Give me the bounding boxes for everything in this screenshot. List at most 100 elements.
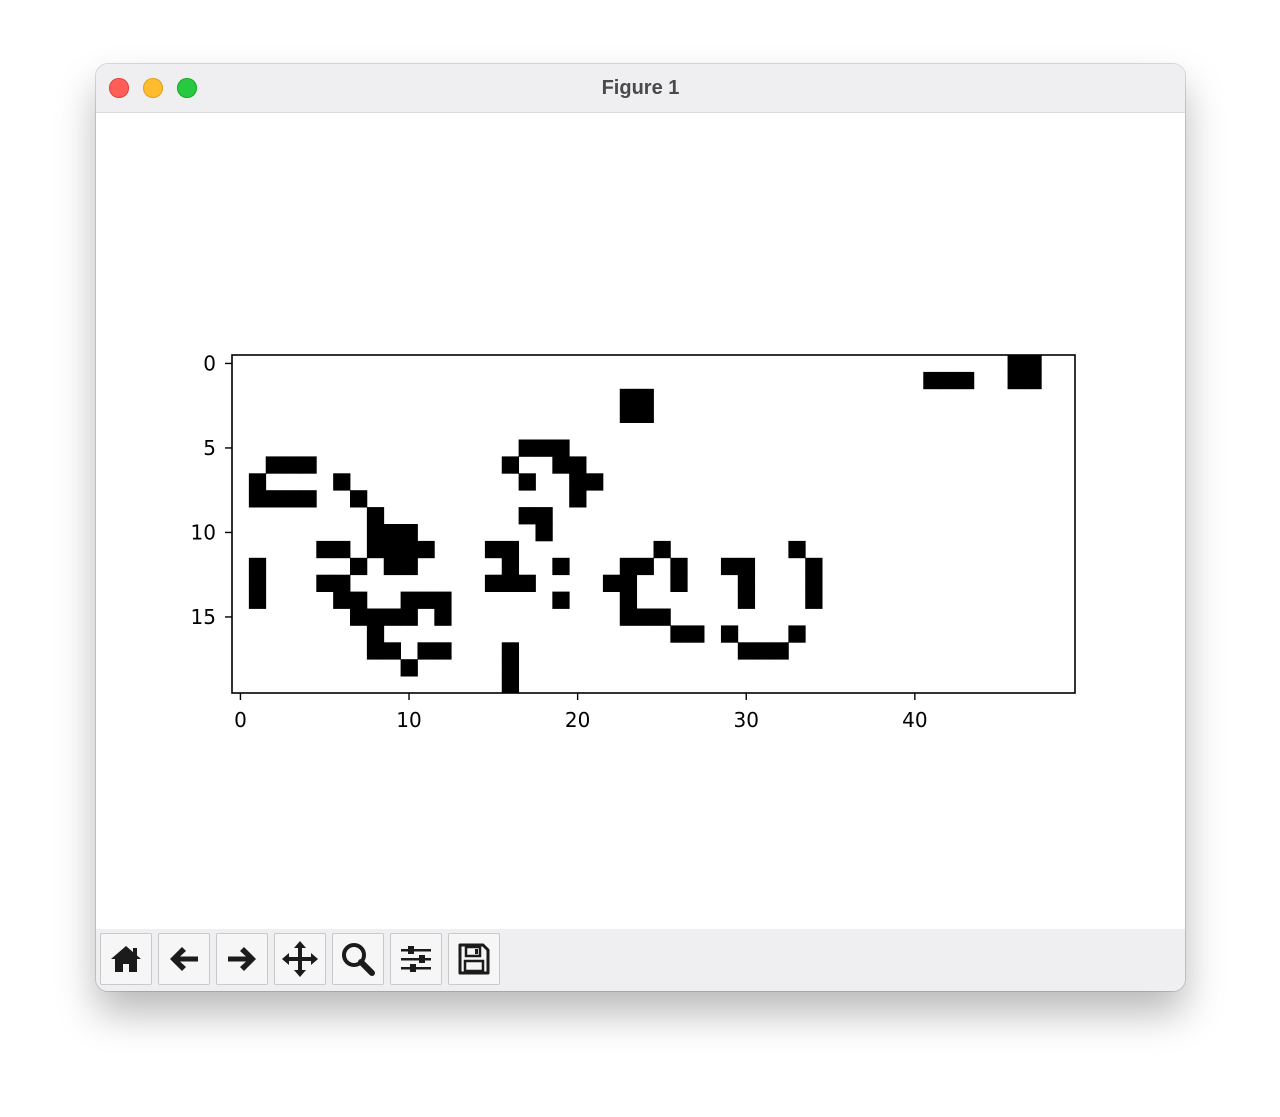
image-cell <box>248 490 267 508</box>
image-cell <box>586 473 604 491</box>
image-cell <box>366 507 385 525</box>
figure-window: Figure 1 0 10 20 30 40 0 5 10 15 <box>96 64 1185 991</box>
image-cell <box>636 388 654 407</box>
image-cell <box>569 456 587 474</box>
home-button[interactable] <box>100 933 152 985</box>
navigation-toolbar <box>96 929 1185 991</box>
image-cell <box>248 557 267 576</box>
image-cell <box>619 388 638 407</box>
image-cell <box>299 490 317 508</box>
image-cell <box>805 591 823 609</box>
image-cell <box>619 591 638 609</box>
image-cell <box>501 676 520 694</box>
image-cell <box>400 659 418 677</box>
image-cell <box>417 540 435 559</box>
image-cell <box>552 557 570 576</box>
pan-button[interactable] <box>274 933 326 985</box>
image-cell <box>366 524 385 542</box>
close-window-button[interactable] <box>109 78 129 98</box>
image-cell <box>670 557 688 576</box>
image-cell <box>316 574 334 592</box>
image-cell <box>333 591 351 609</box>
image-cell <box>434 642 452 660</box>
image-cell <box>737 557 756 576</box>
image-cell <box>1024 355 1042 373</box>
image-cell <box>720 557 739 576</box>
image-cell <box>535 439 553 457</box>
image-cell <box>501 642 520 660</box>
image-cell <box>754 642 772 660</box>
image-cell <box>518 439 536 457</box>
image-cell <box>248 591 267 609</box>
image-cell <box>737 591 756 609</box>
title-bar: Figure 1 <box>96 64 1185 113</box>
image-cell <box>248 574 267 592</box>
image-cell <box>350 591 368 609</box>
image-cell <box>670 574 688 592</box>
image-cell <box>670 625 688 643</box>
image-cell <box>366 608 385 626</box>
image-cell <box>619 608 638 626</box>
image-cell <box>788 540 806 559</box>
image-cell <box>552 591 570 609</box>
image-cell <box>1024 371 1042 390</box>
image-cell <box>400 608 418 626</box>
image-cell <box>299 456 317 474</box>
image-cell <box>383 642 401 660</box>
zoom-button[interactable] <box>332 933 384 985</box>
figure-canvas[interactable]: 0 10 20 30 40 0 5 10 15 <box>96 113 1185 929</box>
save-button[interactable] <box>448 933 500 985</box>
image-cell <box>501 456 520 474</box>
image-cell <box>248 473 267 491</box>
image-cell <box>333 574 351 592</box>
image-cell <box>333 540 351 559</box>
image-cell <box>569 490 587 508</box>
image-cell <box>636 405 654 423</box>
axes-frame <box>231 354 1076 694</box>
x-tick-label: 10 <box>396 708 421 732</box>
magnifier-icon <box>342 943 375 976</box>
image-cell <box>366 642 385 660</box>
image-cell <box>484 540 503 559</box>
image-cell <box>366 625 385 643</box>
image-cell <box>788 625 806 643</box>
x-tick-label: 30 <box>734 708 759 732</box>
back-button[interactable] <box>158 933 210 985</box>
image-cell <box>1007 355 1025 373</box>
plot-svg: 0 10 20 30 40 0 5 10 15 <box>191 351 1076 732</box>
image-cell <box>771 642 789 660</box>
move-icon <box>282 941 318 977</box>
image-cell <box>619 557 638 576</box>
x-tick-label: 40 <box>902 708 927 732</box>
image-cell <box>619 405 638 423</box>
minimize-window-button[interactable] <box>143 78 163 98</box>
image-cell <box>737 642 756 660</box>
y-tick-label: 5 <box>203 436 216 460</box>
image-cell <box>383 557 401 576</box>
image-cell <box>552 439 570 457</box>
image-cell <box>737 574 756 592</box>
image-cell <box>501 574 520 592</box>
image-cell <box>501 540 520 559</box>
x-tick-label: 20 <box>565 708 590 732</box>
y-tick-label: 10 <box>191 520 216 544</box>
image-cell <box>400 540 418 559</box>
image-cell <box>518 507 536 525</box>
image-cell <box>400 557 418 576</box>
image-cell <box>501 557 520 576</box>
image-cell <box>417 591 435 609</box>
zoom-window-button[interactable] <box>177 78 197 98</box>
image-cell <box>383 540 401 559</box>
window-title: Figure 1 <box>601 77 680 99</box>
image-cell <box>569 473 587 491</box>
forward-button[interactable] <box>216 933 268 985</box>
image-cell <box>265 456 283 474</box>
image-cell <box>434 608 452 626</box>
image-cell <box>956 371 975 390</box>
configure-subplots-button[interactable] <box>390 933 442 985</box>
image-cell <box>350 490 368 508</box>
image-cell <box>653 540 671 559</box>
arrow-left-icon <box>170 947 198 971</box>
image-cell <box>636 557 654 576</box>
image-cell <box>552 456 570 474</box>
